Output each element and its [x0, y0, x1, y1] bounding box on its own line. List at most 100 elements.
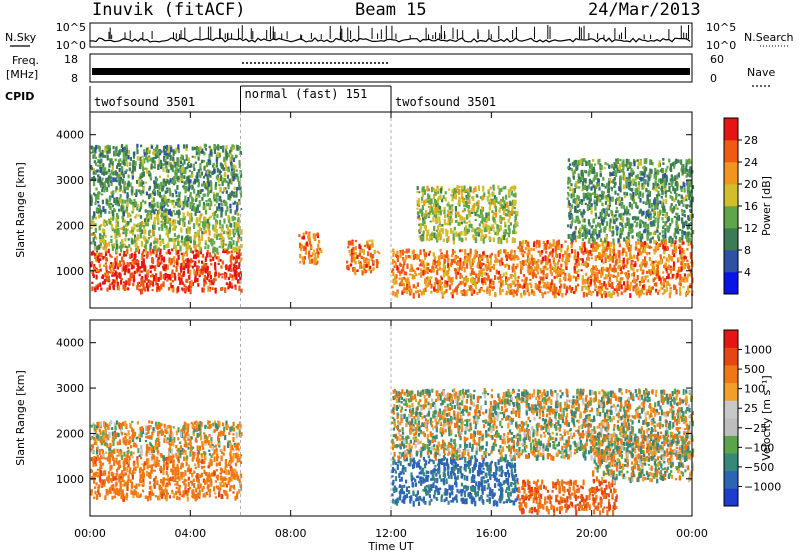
range-gate-cell: [617, 193, 620, 196]
range-gate-cell: [150, 216, 153, 220]
range-gate-cell: [137, 203, 140, 208]
range-gate-cell: [578, 230, 581, 234]
range-gate-cell: [159, 206, 162, 210]
range-gate-cell: [669, 178, 672, 182]
range-gate-cell: [428, 238, 431, 242]
range-gate-cell: [419, 259, 422, 262]
range-gate-cell: [513, 267, 516, 273]
range-gate-cell: [166, 161, 169, 165]
range-gate-cell: [491, 210, 494, 213]
range-gate-cell: [514, 199, 517, 204]
range-gate-cell: [185, 258, 188, 262]
range-gate-cell: [680, 199, 683, 204]
range-gate-cell: [604, 257, 607, 260]
range-gate-cell: [218, 245, 221, 248]
range-gate-cell: [414, 290, 418, 294]
range-gate-cell: [507, 224, 510, 231]
range-gate-cell: [238, 199, 241, 203]
range-gate-cell: [612, 251, 616, 257]
range-gate-cell: [155, 155, 158, 159]
range-gate-cell: [313, 259, 316, 266]
range-gate-cell: [153, 160, 156, 167]
range-gate-cell: [635, 283, 638, 286]
range-gate-cell: [565, 265, 568, 270]
range-gate-cell: [466, 201, 469, 205]
range-gate-cell: [395, 254, 398, 257]
range-gate-cell: [148, 174, 152, 177]
range-gate-cell: [417, 254, 420, 260]
range-gate-cell: [462, 210, 465, 213]
range-gate-cell: [105, 277, 109, 281]
range-gate-cell: [221, 204, 224, 207]
range-gate-cell: [126, 228, 129, 231]
range-gate-cell: [524, 279, 528, 285]
range-gate-cell: [679, 249, 682, 255]
range-gate-cell: [689, 214, 692, 220]
range-gate-cell: [198, 240, 201, 247]
range-gate-cell: [215, 198, 218, 204]
range-gate-cell: [419, 208, 422, 214]
range-gate-cell: [148, 185, 152, 189]
range-gate-cell: [205, 173, 208, 176]
range-gate-cell: [676, 207, 679, 210]
range-gate-cell: [613, 185, 616, 188]
range-gate-cell: [125, 156, 128, 162]
range-gate-cell: [666, 247, 669, 250]
range-gate-cell: [640, 176, 643, 182]
range-gate-cell: [198, 147, 201, 153]
range-gate-cell: [430, 206, 434, 211]
range-gate-cell: [643, 170, 646, 177]
range-gate-cell: [538, 281, 541, 287]
range-gate-cell: [232, 215, 235, 221]
range-gate-cell: [156, 144, 159, 150]
range-gate-cell: [618, 265, 621, 269]
range-gate-cell: [405, 248, 408, 254]
range-gate-cell: [137, 235, 140, 241]
range-gate-cell: [618, 250, 621, 256]
range-gate-cell: [186, 166, 189, 170]
range-gate-cell: [615, 285, 618, 290]
range-gate-cell: [167, 150, 170, 153]
range-gate-cell: [206, 218, 209, 225]
range-gate-cell: [420, 236, 423, 242]
range-gate-cell: [671, 249, 674, 255]
range-gate-cell: [185, 179, 188, 184]
range-gate-cell: [232, 240, 235, 246]
range-gate-cell: [596, 182, 599, 187]
range-gate-cell: [442, 228, 445, 234]
range-gate-cell: [191, 184, 194, 190]
range-gate-cell: [151, 151, 155, 155]
range-gate-cell: [609, 247, 612, 254]
range-gate-cell: [509, 291, 512, 295]
range-gate-cell: [152, 265, 155, 269]
range-gate-cell: [681, 213, 684, 216]
range-gate-cell: [448, 276, 451, 283]
range-gate-cell: [150, 192, 153, 199]
range-gate-cell: [156, 150, 160, 155]
range-gate-cell: [204, 221, 207, 228]
range-gate-cell: [149, 242, 153, 246]
range-gate-cell: [206, 162, 209, 168]
range-gate-cell: [185, 236, 188, 241]
range-gate-cell: [458, 234, 461, 241]
range-gate-cell: [187, 164, 190, 167]
range-gate-cell: [677, 259, 680, 263]
range-gate-cell: [160, 284, 163, 290]
range-gate-cell: [649, 289, 652, 296]
range-gate-cell: [661, 234, 664, 238]
range-gate-cell: [662, 271, 665, 274]
range-gate-cell: [689, 222, 693, 225]
range-gate-cell: [661, 230, 664, 234]
range-gate-cell: [224, 210, 227, 216]
range-gate-cell: [231, 275, 234, 281]
range-gate-cell: [583, 247, 587, 253]
range-gate-cell: [139, 215, 142, 218]
range-gate-cell: [665, 212, 668, 216]
range-gate-cell: [514, 214, 517, 220]
range-gate-cell: [492, 212, 495, 216]
range-gate-cell: [538, 280, 541, 284]
range-gate-cell: [158, 158, 161, 165]
range-gate-cell: [500, 203, 503, 209]
range-gate-cell: [187, 231, 190, 234]
range-gate-cell: [428, 279, 431, 285]
